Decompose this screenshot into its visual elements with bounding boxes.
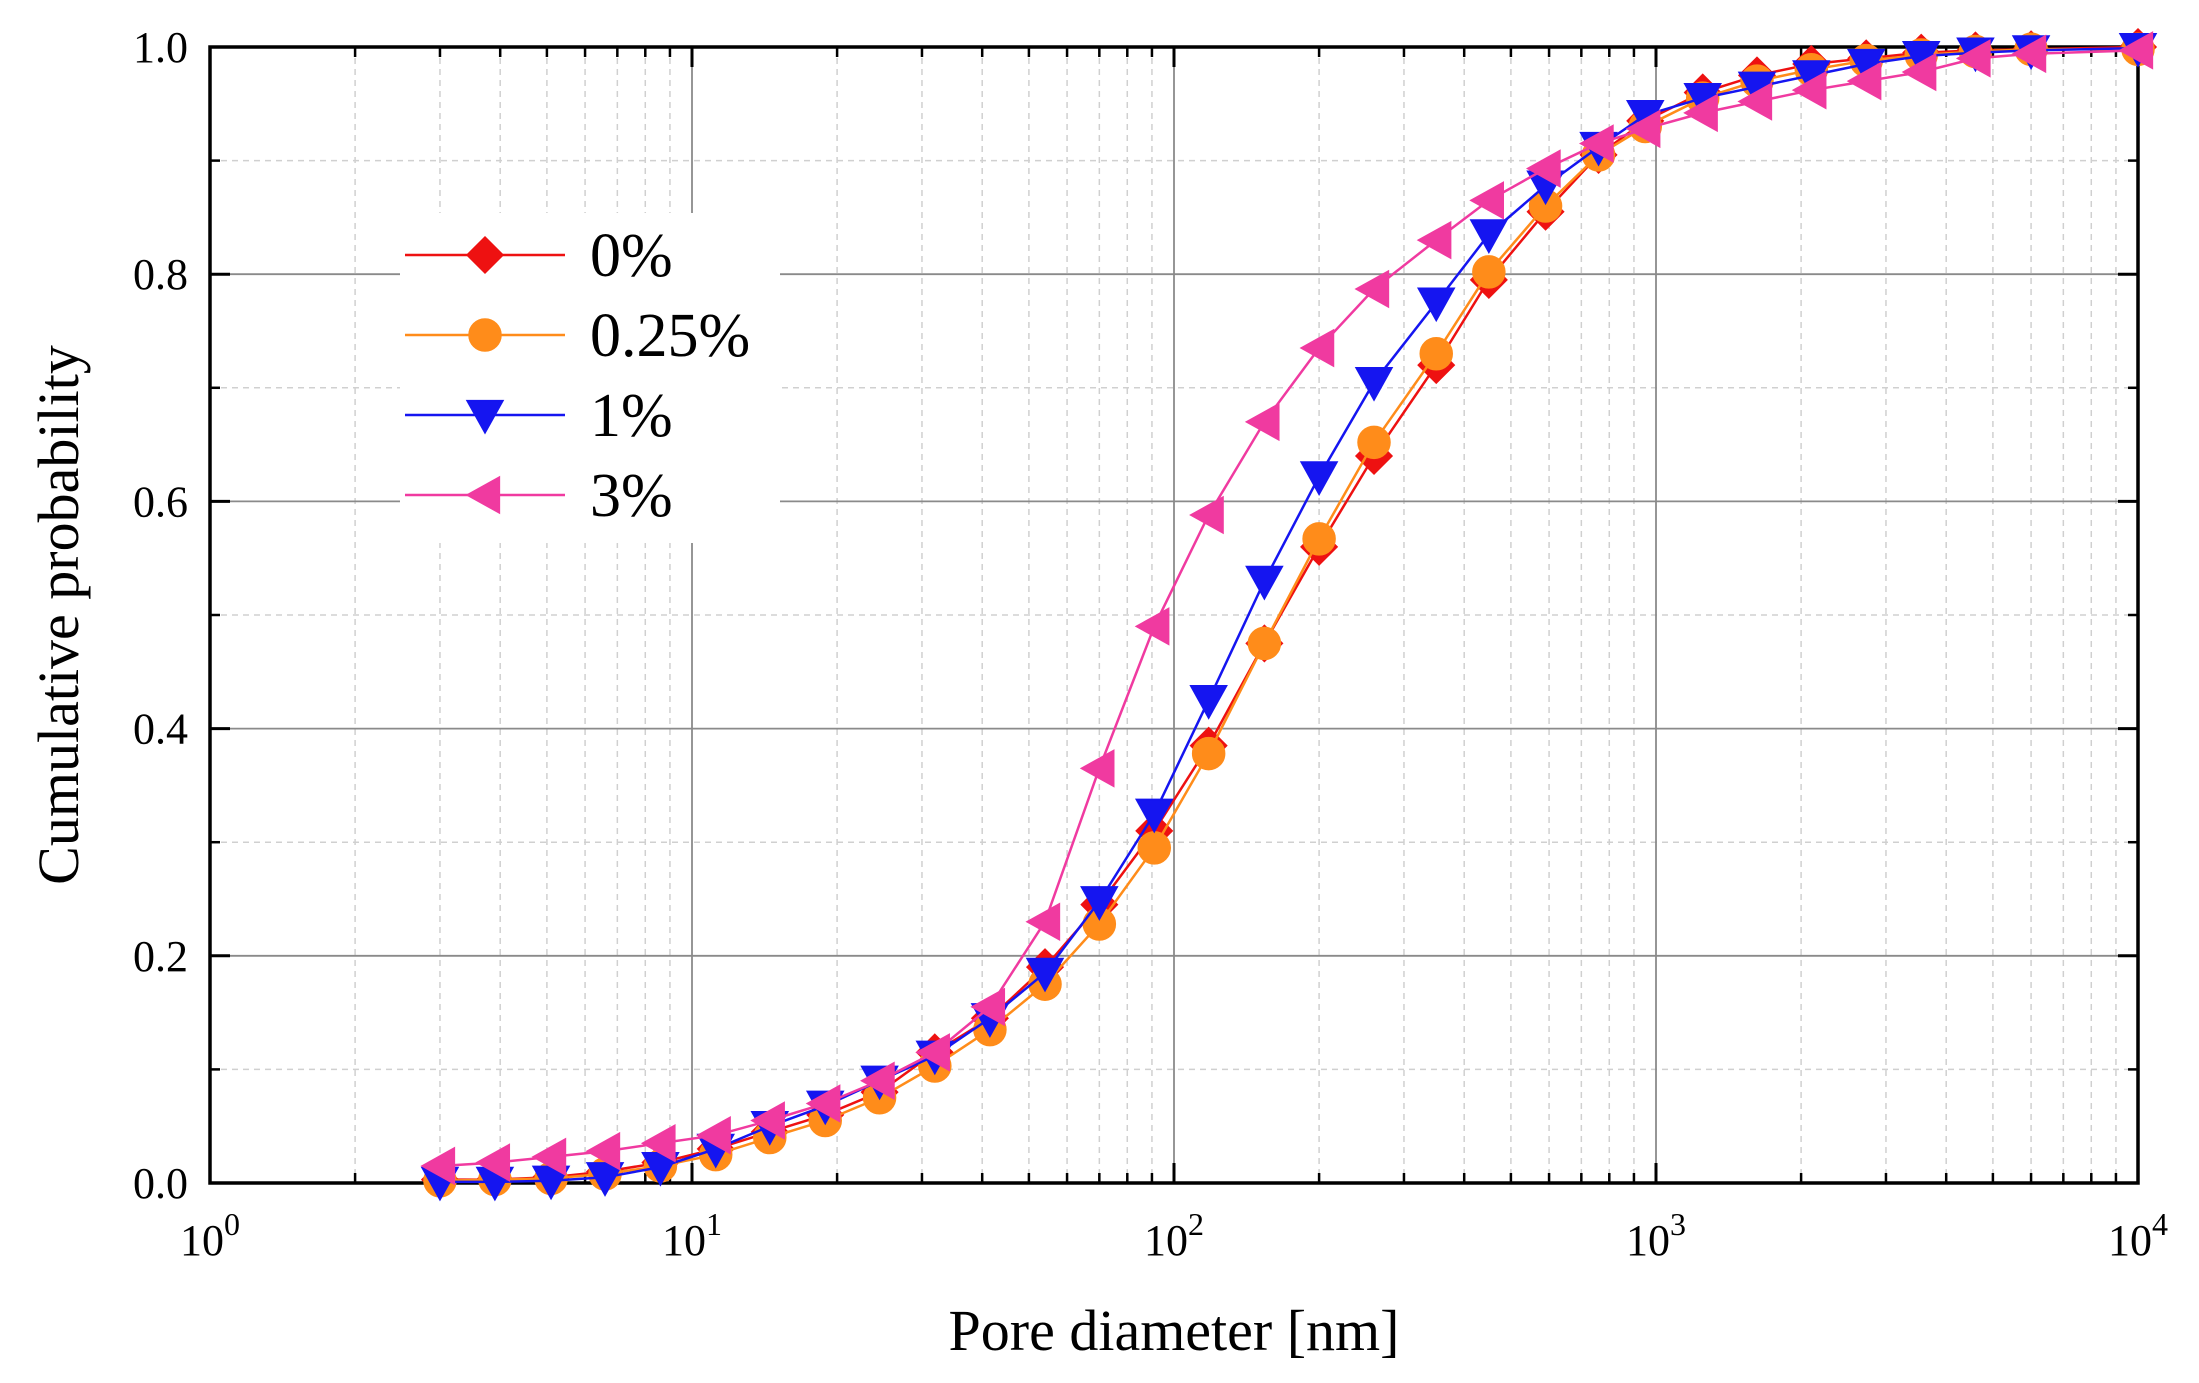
data-point <box>915 1033 950 1072</box>
legend-label: 1% <box>590 382 673 450</box>
x-tick-label: 101 <box>662 1206 722 1265</box>
legend-item: 1% <box>405 382 673 450</box>
legend-marker <box>468 318 502 352</box>
legend-label: 0% <box>590 222 673 290</box>
data-point <box>1245 565 1284 601</box>
legend-item: 0.25% <box>405 302 750 370</box>
y-tick-label: 0.2 <box>133 932 188 981</box>
legend-marker <box>465 475 501 515</box>
legend-marker <box>465 235 505 275</box>
x-tick-exponent: 2 <box>1188 1206 1204 1242</box>
x-tick-exponent: 0 <box>224 1206 240 1242</box>
data-point <box>585 1162 625 1197</box>
series-3 <box>420 31 2154 1186</box>
data-point <box>1025 957 1065 993</box>
data-point <box>1469 181 1504 220</box>
x-tick-label: 103 <box>1626 1206 1686 1265</box>
y-axis-title: Cumulative probability <box>26 345 91 885</box>
x-tick-label: 102 <box>1144 1206 1204 1265</box>
data-point <box>1189 685 1228 720</box>
data-point <box>1625 109 1661 149</box>
legend: 0% 0.25% 1% 3% <box>400 213 780 543</box>
y-tick-label: 0.6 <box>133 477 188 526</box>
data-point <box>640 1123 676 1163</box>
data-point <box>1683 93 1718 133</box>
plot-frame <box>208 45 2140 1185</box>
series-layer <box>420 27 2158 1202</box>
data-point <box>1469 219 1509 254</box>
data-point <box>585 1131 621 1171</box>
data-point <box>475 1143 511 1182</box>
data-point <box>970 987 1006 1027</box>
data-point <box>750 1101 785 1140</box>
data-point <box>531 1137 567 1177</box>
x-tick-label: 100 <box>180 1206 240 1265</box>
data-point <box>1419 336 1453 371</box>
data-point <box>1299 328 1335 368</box>
legend-label: 3% <box>590 462 673 530</box>
legend-label: 0.25% <box>590 302 750 370</box>
data-point <box>1354 366 1394 402</box>
data-point <box>2118 31 2154 70</box>
y-tick-label: 0.0 <box>133 1159 188 1208</box>
data-point <box>1472 255 1506 289</box>
data-point <box>1579 124 1614 163</box>
data-point <box>1901 52 1937 92</box>
data-point <box>1244 402 1280 442</box>
x-axis-title: Pore diameter [nm] <box>949 1298 1400 1363</box>
y-tick-label: 1.0 <box>133 23 188 72</box>
data-point <box>1137 831 1172 865</box>
data-point <box>1416 220 1452 260</box>
data-point <box>1247 626 1282 661</box>
data-point <box>2011 34 2047 74</box>
data-point <box>1302 522 1336 556</box>
data-point <box>805 1084 841 1123</box>
x-tick-base: 10 <box>1626 1216 1670 1265</box>
data-point <box>1080 886 1119 921</box>
data-point <box>1955 39 1991 78</box>
data-point <box>1846 61 1882 101</box>
y-tick-label: 0.4 <box>133 705 188 754</box>
legend-item: 0% <box>405 222 673 290</box>
y-tick-label: 0.8 <box>133 250 188 299</box>
data-point <box>696 1116 731 1155</box>
data-point <box>860 1061 895 1101</box>
legend-box <box>400 213 780 543</box>
legend-marker <box>465 399 505 435</box>
data-point <box>1737 82 1773 121</box>
x-tick-base: 10 <box>1144 1216 1188 1265</box>
x-tick-exponent: 3 <box>1670 1206 1686 1242</box>
x-tick-base: 10 <box>662 1216 706 1265</box>
data-point <box>1791 70 1827 110</box>
data-point <box>1134 607 1170 646</box>
x-tick-exponent: 4 <box>2152 1206 2168 1242</box>
axis-labels: Pore diameter [nm] Cumulative probabilit… <box>26 345 1399 1363</box>
data-point <box>1079 749 1115 788</box>
x-tick-base: 10 <box>180 1216 224 1265</box>
x-tick-label: 104 <box>2108 1206 2168 1265</box>
data-point <box>1189 495 1224 535</box>
data-point <box>420 1146 456 1186</box>
x-tick-base: 10 <box>2108 1216 2152 1265</box>
legend-item: 3% <box>405 462 673 530</box>
data-point <box>1025 902 1061 941</box>
x-tick-exponent: 1 <box>706 1206 722 1242</box>
data-point <box>1134 798 1174 834</box>
data-point <box>1191 736 1226 771</box>
data-point <box>1354 269 1390 309</box>
data-point <box>1416 287 1456 323</box>
data-point <box>1526 149 1561 188</box>
data-point <box>1299 461 1339 496</box>
data-point <box>1357 425 1391 460</box>
